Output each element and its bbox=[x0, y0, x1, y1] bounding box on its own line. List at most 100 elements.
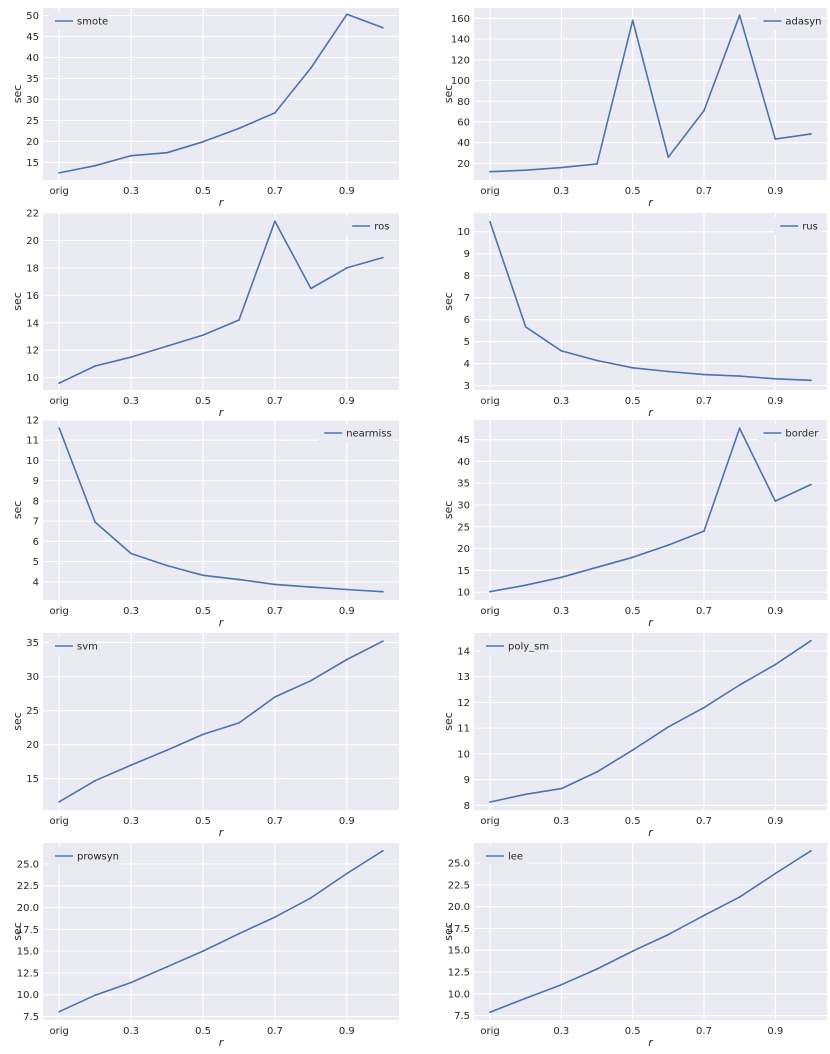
data-point bbox=[202, 574, 204, 577]
x-tick-label: 0.7 bbox=[267, 1026, 283, 1037]
data-point bbox=[381, 256, 384, 259]
x-tick-label: 0.5 bbox=[625, 606, 641, 617]
data-point bbox=[202, 334, 204, 337]
y-axis-label: sec bbox=[11, 712, 24, 731]
legend-label: border bbox=[785, 429, 819, 440]
data-point bbox=[489, 220, 491, 223]
y-axis-label: sec bbox=[11, 292, 24, 311]
series-line-border bbox=[489, 427, 812, 593]
data-point bbox=[166, 151, 168, 154]
x-tick-label: 0.9 bbox=[339, 186, 355, 197]
x-tick-label: 0.3 bbox=[123, 1026, 139, 1037]
data-point bbox=[345, 13, 348, 16]
data-point bbox=[738, 375, 741, 378]
y-tick-label: 35 bbox=[26, 74, 39, 85]
data-point bbox=[631, 556, 634, 559]
y-tick-label: 7 bbox=[33, 517, 39, 528]
y-tick-label: 7.5 bbox=[454, 1011, 470, 1022]
data-point bbox=[667, 156, 670, 159]
x-tick-label: orig bbox=[480, 186, 499, 197]
data-point bbox=[560, 983, 563, 986]
plot-area bbox=[43, 420, 399, 600]
x-axis-label: r bbox=[219, 196, 225, 209]
plot-area bbox=[474, 8, 827, 180]
y-tick-label: 15 bbox=[26, 774, 39, 785]
y-tick-label: 4 bbox=[33, 577, 39, 588]
x-tick-label: orig bbox=[480, 396, 499, 407]
y-tick-label: 25 bbox=[457, 522, 470, 533]
y-tick-label: 6 bbox=[33, 537, 39, 548]
plot-area bbox=[474, 420, 827, 600]
subplot-svm: orig 0.3 0.5 0.7 0.9 15 20 25 30 35 r sec svm bbox=[11, 633, 399, 839]
plot-area bbox=[43, 213, 399, 390]
y-tick-label: 20 bbox=[26, 740, 39, 751]
data-point bbox=[238, 127, 240, 130]
x-axis-label: r bbox=[219, 826, 225, 839]
x-tick-label: orig bbox=[480, 816, 499, 827]
data-point bbox=[560, 576, 563, 579]
x-axis-label: r bbox=[219, 1036, 225, 1049]
legend: border bbox=[757, 424, 821, 442]
y-tick-label: 9 bbox=[464, 775, 470, 786]
data-point bbox=[560, 787, 563, 790]
data-point bbox=[345, 588, 348, 591]
y-tick-label: 9 bbox=[33, 476, 39, 487]
legend-label: ros bbox=[374, 222, 389, 233]
legend-label: poly_sm bbox=[508, 642, 549, 653]
x-tick-label: 0.9 bbox=[339, 396, 355, 407]
data-point bbox=[381, 26, 384, 29]
y-tick-label: 9 bbox=[464, 249, 470, 260]
data-point bbox=[58, 1010, 61, 1013]
y-tick-label: 35 bbox=[26, 638, 39, 649]
legend-box bbox=[49, 847, 119, 865]
y-tick-label: 15 bbox=[457, 566, 470, 577]
data-point bbox=[274, 220, 276, 223]
data-point bbox=[166, 345, 168, 347]
y-tick-label: 10.0 bbox=[448, 989, 470, 1000]
data-point bbox=[489, 1011, 491, 1014]
x-tick-label: 0.7 bbox=[267, 606, 283, 617]
y-tick-label: 80 bbox=[457, 97, 470, 108]
data-point bbox=[667, 544, 670, 546]
x-tick-label: 0.7 bbox=[696, 396, 712, 407]
y-tick-label: 25 bbox=[26, 706, 39, 717]
legend-box bbox=[480, 637, 550, 655]
data-point bbox=[94, 365, 97, 367]
x-tick-label: 0.3 bbox=[553, 396, 569, 407]
data-point bbox=[524, 169, 527, 172]
legend: svm bbox=[49, 637, 98, 655]
y-tick-label: 10 bbox=[457, 588, 470, 599]
data-point bbox=[238, 578, 240, 581]
data-point bbox=[166, 965, 168, 968]
data-point bbox=[703, 706, 705, 709]
y-tick-label: 20.0 bbox=[448, 902, 470, 913]
y-tick-label: 20 bbox=[457, 544, 470, 555]
plot-area bbox=[474, 213, 827, 390]
data-point bbox=[524, 997, 527, 1000]
subplot-ros: orig 0.3 0.5 0.7 0.9 10 12 14 16 18 20 22 r sec ros bbox=[11, 209, 399, 419]
data-point bbox=[596, 771, 598, 773]
x-tick-label: 0.3 bbox=[123, 186, 139, 197]
legend-label: lee bbox=[508, 852, 523, 863]
plot-area bbox=[43, 843, 399, 1020]
data-point bbox=[130, 552, 133, 555]
data-point bbox=[489, 801, 491, 803]
y-tick-label: 20 bbox=[26, 236, 39, 247]
legend-box bbox=[49, 12, 107, 30]
legend-label: rus bbox=[802, 222, 818, 233]
series-line-adasyn bbox=[489, 14, 812, 173]
x-tick-label: 0.7 bbox=[696, 1026, 712, 1037]
y-axis-label: sec bbox=[442, 922, 455, 941]
y-axis-label: sec bbox=[442, 712, 455, 731]
legend: prowsyn bbox=[49, 847, 119, 865]
legend: ros bbox=[346, 217, 393, 235]
data-point bbox=[667, 933, 670, 936]
legend-label: prowsyn bbox=[77, 852, 119, 863]
plot-area bbox=[474, 633, 827, 810]
data-point bbox=[94, 164, 97, 167]
data-point bbox=[58, 800, 61, 803]
plot-area bbox=[43, 8, 399, 180]
x-tick-label: 0.5 bbox=[195, 1026, 211, 1037]
data-point bbox=[596, 968, 598, 970]
data-point bbox=[130, 154, 133, 157]
